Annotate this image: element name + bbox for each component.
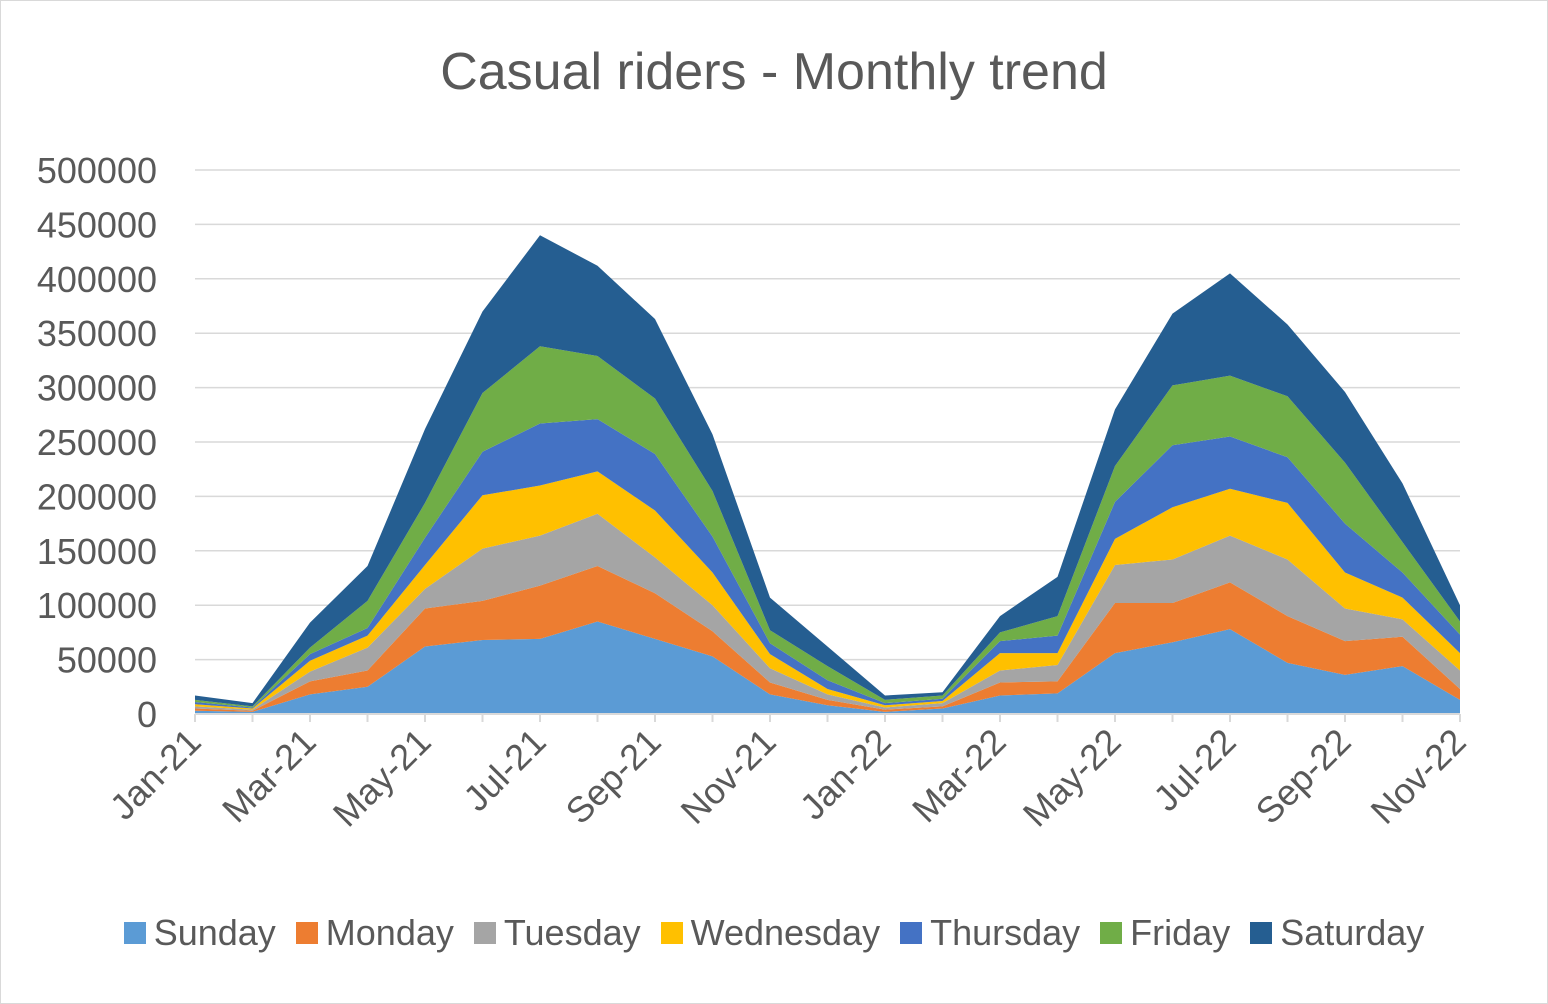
legend-item-tuesday: Tuesday (473, 912, 641, 954)
x-tick-label: Mar-22 (904, 721, 1014, 831)
legend-label: Sunday (153, 912, 276, 953)
x-tick-label: Jan-21 (102, 721, 209, 828)
legend-item-monday: Monday (295, 912, 454, 954)
x-tick-label: Sep-21 (558, 721, 669, 832)
area-series-friday (195, 346, 1460, 708)
legend-item-sunday: Sunday (123, 912, 276, 954)
area-series-thursday (195, 419, 1460, 709)
legend-item-wednesday: Wednesday (660, 912, 881, 954)
y-tick-label: 300000 (37, 368, 157, 409)
y-tick-label: 100000 (37, 585, 157, 626)
legend-swatch (123, 922, 146, 944)
area-series-saturday (195, 235, 1460, 707)
y-tick-label: 0 (137, 694, 157, 735)
legend-label: Monday (325, 912, 454, 953)
legend-label: Wednesday (690, 912, 881, 953)
x-tick-label: Jul-21 (455, 721, 553, 819)
y-tick-label: 50000 (57, 640, 157, 681)
x-tick-label: Nov-21 (673, 721, 784, 832)
x-tick-label: Mar-21 (214, 721, 324, 831)
x-tick-label: May-21 (325, 721, 439, 835)
x-tick-label: Jul-22 (1145, 721, 1243, 819)
legend-item-saturday: Saturday (1250, 912, 1424, 954)
y-tick-label: 250000 (37, 422, 157, 463)
area-series-monday (195, 566, 1460, 712)
area-series-tuesday (195, 513, 1460, 711)
x-tick-label: Sep-22 (1248, 721, 1359, 832)
legend-item-friday: Friday (1100, 912, 1230, 954)
x-tick-label: May-22 (1015, 721, 1129, 835)
y-tick-label: 400000 (37, 259, 157, 300)
legend-swatch (900, 922, 923, 944)
legend-swatch (660, 922, 683, 944)
area-series-wednesday (195, 471, 1460, 710)
legend-swatch (1250, 922, 1273, 944)
legend-label: Thursday (930, 912, 1081, 953)
legend-item-thursday: Thursday (900, 912, 1080, 954)
legend-label: Tuesday (503, 912, 641, 953)
chart-legend: Sunday Monday Tuesday Wednesday Thursday Frid… (0, 912, 1548, 954)
y-tick-label: 500000 (37, 150, 157, 191)
x-tick-label: Jan-22 (792, 721, 899, 828)
y-tick-label: 450000 (37, 204, 157, 245)
legend-label: Friday (1130, 912, 1231, 953)
legend-swatch (473, 922, 496, 944)
area-series-sunday (195, 621, 1460, 714)
chart-title: Casual riders - Monthly trend (440, 43, 1108, 101)
legend-label: Saturday (1280, 912, 1425, 953)
y-tick-label: 200000 (37, 476, 157, 517)
y-tick-label: 150000 (37, 531, 157, 572)
legend-swatch (295, 922, 318, 944)
legend-swatch (1100, 922, 1123, 944)
y-tick-label: 350000 (37, 313, 157, 354)
x-tick-label: Nov-22 (1363, 721, 1474, 832)
